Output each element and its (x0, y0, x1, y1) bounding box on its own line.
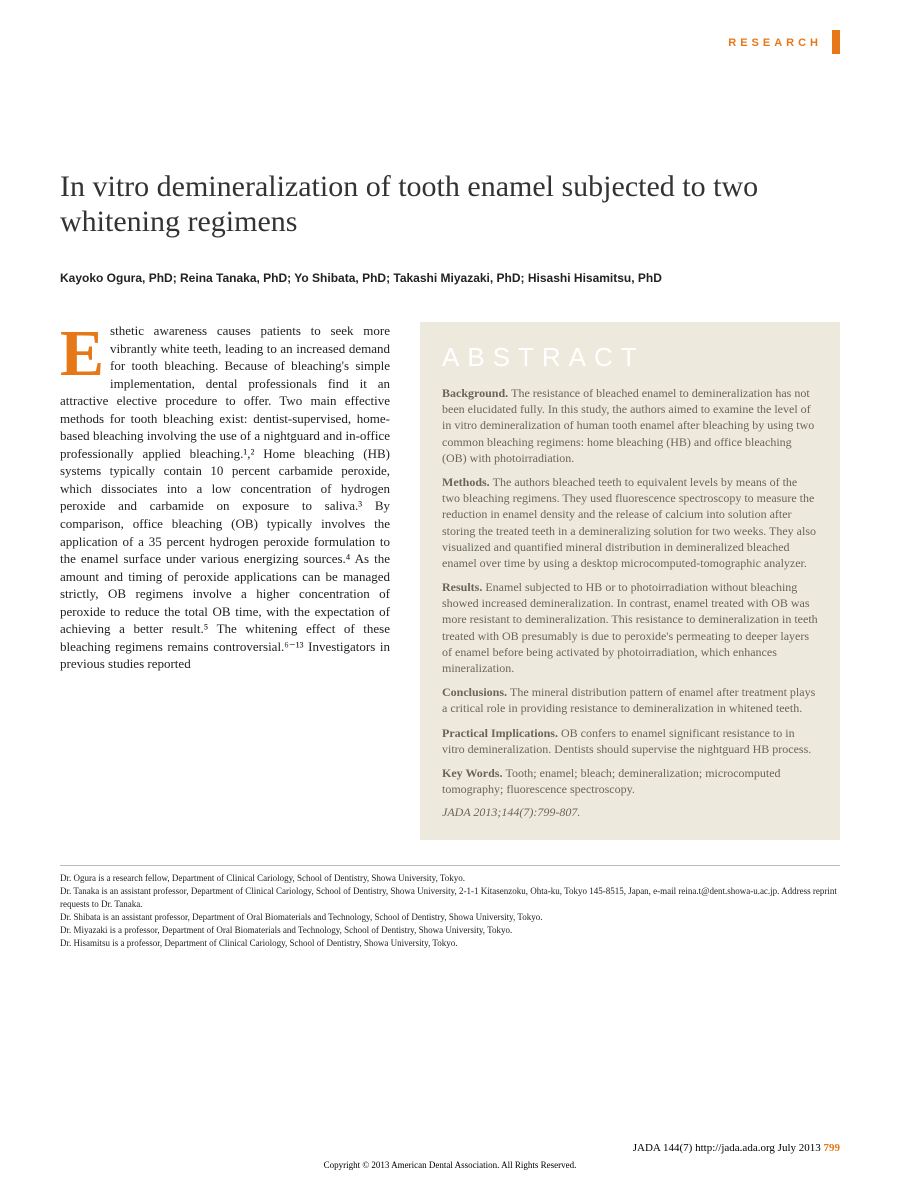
affiliation-line: Dr. Ogura is a research fellow, Departme… (60, 872, 840, 884)
abstract-citation: JADA 2013;144(7):799-807. (442, 805, 818, 820)
abstract-label: Results. (442, 580, 485, 594)
abstract-section: Conclusions. The mineral distribution pa… (442, 684, 818, 716)
abstract-section: Background. The resistance of bleached e… (442, 385, 818, 466)
abstract-text: The authors bleached teeth to equivalent… (442, 475, 816, 570)
abstract-label: Background. (442, 386, 511, 400)
affiliation-line: Dr. Tanaka is an assistant professor, De… (60, 885, 840, 909)
abstract-label: Conclusions. (442, 685, 510, 699)
body-column: Esthetic awareness causes patients to se… (60, 322, 390, 840)
affiliations-block: Dr. Ogura is a research fellow, Departme… (60, 865, 840, 949)
abstract-label: Methods. (442, 475, 493, 489)
body-paragraph: Esthetic awareness causes patients to se… (60, 322, 390, 673)
dropcap: E (60, 326, 104, 382)
page-footer: JADA 144(7) http://jada.ada.org July 201… (60, 1142, 840, 1170)
page-title: In vitro demineralization of tooth ename… (60, 170, 840, 239)
abstract-section: Results. Enamel subjected to HB or to ph… (442, 579, 818, 676)
page-number: 799 (824, 1142, 841, 1154)
body-text: sthetic awareness causes patients to see… (60, 323, 390, 671)
authors-line: Kayoko Ogura, PhD; Reina Tanaka, PhD; Yo… (60, 269, 840, 287)
abstract-text: Enamel subjected to HB or to photoirradi… (442, 580, 818, 675)
abstract-heading: ABSTRACT (442, 342, 818, 373)
abstract-label: Key Words. (442, 766, 505, 780)
title-block: In vitro demineralization of tooth ename… (60, 170, 840, 239)
copyright-line: Copyright © 2013 American Dental Associa… (60, 1160, 840, 1170)
abstract-box: ABSTRACT Background. The resistance of b… (420, 322, 840, 840)
abstract-sections: Background. The resistance of bleached e… (442, 385, 818, 797)
research-label: RESEARCH (728, 37, 822, 49)
abstract-section: Methods. The authors bleached teeth to e… (442, 474, 818, 571)
affiliation-line: Dr. Shibata is an assistant professor, D… (60, 911, 840, 923)
abstract-label: Practical Implications. (442, 726, 561, 740)
abstract-section: Practical Implications. OB confers to en… (442, 725, 818, 757)
footer-line: JADA 144(7) http://jada.ada.org July 201… (60, 1142, 840, 1154)
content-row: Esthetic awareness causes patients to se… (60, 322, 840, 840)
research-tag: RESEARCH (718, 30, 840, 54)
affiliation-line: Dr. Miyazaki is a professor, Department … (60, 924, 840, 936)
abstract-section: Key Words. Tooth; enamel; bleach; demine… (442, 765, 818, 797)
footer-journal: JADA 144(7) http://jada.ada.org July 201… (633, 1142, 821, 1154)
affiliation-line: Dr. Hisamitsu is a professor, Department… (60, 937, 840, 949)
